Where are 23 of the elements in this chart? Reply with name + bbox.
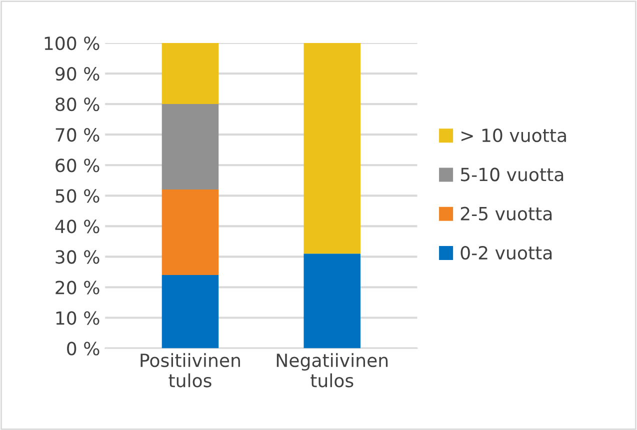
bar [162,275,219,348]
bar [162,43,219,104]
bar [304,43,360,254]
legend-label: 5-10 vuotta [460,168,564,182]
y-tick-label: 0 % [67,342,100,356]
y-tick-label: 90 % [56,66,100,81]
legend-label: > 10 vuotta [462,128,566,142]
y-tick-label: 30 % [56,250,100,264]
y-tick-label: 100 % [44,36,100,50]
y-tick-label: 10 % [56,311,100,325]
y-tick-label: 50 % [56,189,100,203]
bar [162,104,219,190]
legend-label: 0-2 vuotta [460,246,552,260]
y-tick-label: 70 % [56,128,100,142]
y-tick-label: 80 % [56,98,100,112]
y-tick-label: 20 % [56,280,100,294]
legend-label: 2-5 vuotta [460,206,552,220]
bar [162,190,219,276]
y-tick-label: 40 % [55,220,100,234]
x-tick-label: Positiivinen tulos [140,353,240,388]
bar [304,254,360,348]
y-tick-label: 60 % [56,158,100,172]
x-tick-label: Negatiivinen tulos [276,353,388,388]
